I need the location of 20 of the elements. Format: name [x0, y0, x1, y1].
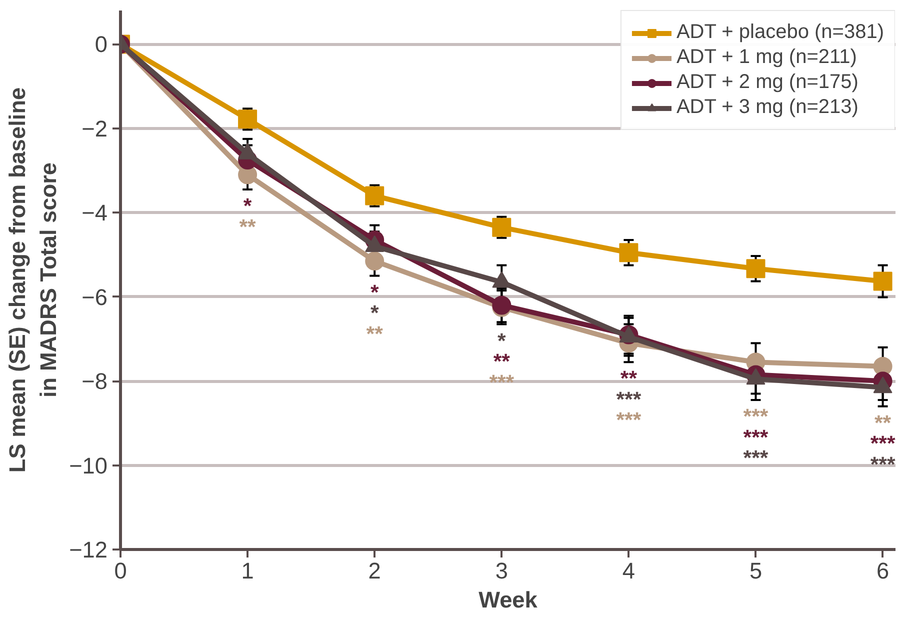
legend-label: ADT + 3 mg (n=213) — [676, 96, 858, 119]
x-tick-label: 0 — [114, 558, 127, 584]
x-tick-label: 3 — [495, 558, 508, 584]
x-axis-title: Week — [478, 586, 538, 612]
y-tick-label: −2 — [82, 115, 108, 142]
y-axis-title: LS mean (SE) change from baseline in MADRS Total score — [4, 87, 62, 473]
y-tick-label: −10 — [69, 452, 108, 478]
x-tick-label: 5 — [749, 558, 762, 584]
x-tick-label: 2 — [368, 558, 381, 584]
y-tick-label: −8 — [82, 368, 108, 394]
x-tick-label: 6 — [876, 558, 890, 584]
y-tick-label: −6 — [82, 284, 108, 310]
x-tick-label: 1 — [241, 558, 254, 584]
y-tick-label: 0 — [94, 31, 108, 58]
y-tick-label: −4 — [82, 200, 108, 226]
legend-label: ADT + placebo (n=381) — [676, 21, 884, 44]
legend-label: ADT + 2 mg (n=175) — [676, 71, 858, 94]
y-tick-label: −12 — [69, 536, 108, 562]
x-tick-label: 4 — [622, 558, 636, 584]
legend-label: ADT + 1 mg (n=211) — [676, 46, 857, 69]
